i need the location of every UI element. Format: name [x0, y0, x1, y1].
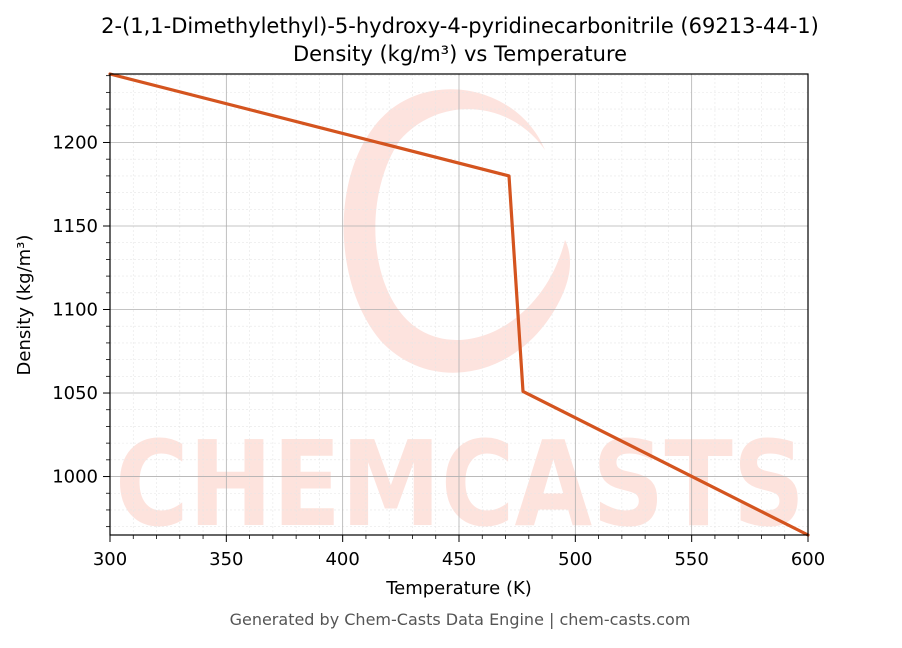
x-tick-label: 400	[325, 549, 359, 570]
y-axis-label: Density (kg/m³)	[14, 235, 35, 376]
density-series-line	[108, 72, 810, 537]
y-tick-label: 1100	[52, 300, 98, 321]
watermark-swirl	[343, 89, 570, 373]
x-tick-label: 450	[442, 549, 476, 570]
y-axis: 1000 1050 1100 1150 1200	[52, 75, 110, 528]
y-tick-label: 1050	[52, 383, 98, 404]
x-axis-label: Temperature (K)	[385, 578, 532, 599]
chemcasts-watermark: CHEMCASTS	[115, 89, 805, 553]
footer-credit: Generated by Chem-Casts Data Engine | ch…	[230, 610, 691, 629]
chart-subtitle: Density (kg/m³) vs Temperature	[293, 42, 627, 66]
x-tick-label: 300	[93, 549, 127, 570]
y-tick-label: 1150	[52, 216, 98, 237]
series-layer	[108, 72, 810, 537]
chart-title: 2-(1,1-Dimethylethyl)-5-hydroxy-4-pyridi…	[101, 14, 819, 38]
y-tick-label: 1000	[52, 467, 98, 488]
watermark-text: CHEMCASTS	[115, 415, 805, 553]
x-tick-label: 350	[209, 549, 243, 570]
x-tick-label: 500	[558, 549, 592, 570]
x-tick-label: 550	[674, 549, 708, 570]
y-tick-label: 1200	[52, 132, 98, 153]
x-tick-label: 600	[791, 549, 825, 570]
x-axis: 300 350 400 450 500 550 600	[93, 535, 825, 570]
